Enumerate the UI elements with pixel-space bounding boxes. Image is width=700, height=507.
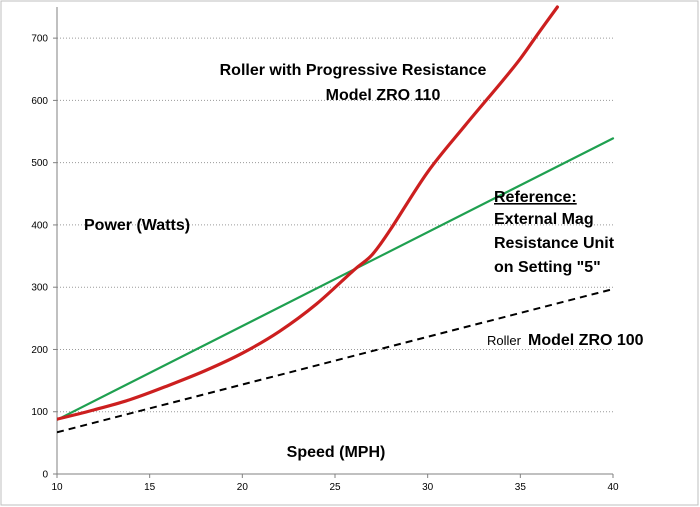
y-tick-label-500: 500 <box>31 158 48 169</box>
reference-label-line-3: Resistance Unit <box>494 235 615 252</box>
x-tick-label-25: 25 <box>329 482 341 493</box>
series-layer <box>57 5 615 434</box>
x-tick-label-20: 20 <box>237 482 249 493</box>
chart-subtitle: Model ZRO 110 <box>326 87 441 104</box>
axis-layer: 0 100 200 300 400 500 600 700 10 15 20 25 30 35 40 <box>31 7 619 493</box>
reference-label-line-4: on Setting "5" <box>494 259 601 276</box>
zro100-prefix-label: Roller <box>487 333 522 348</box>
x-tick-label-15: 15 <box>144 482 156 493</box>
x-axis-label: Speed (MPH) <box>287 444 386 461</box>
x-tick-label-40: 40 <box>607 482 619 493</box>
y-tick-label-700: 700 <box>31 34 48 45</box>
x-tick-label-10: 10 <box>51 482 63 493</box>
y-tick-label-0: 0 <box>42 470 48 481</box>
zro100-model-label: Model ZRO 100 <box>528 332 644 349</box>
y-axis-label: Power (Watts) <box>84 217 190 234</box>
reference-label-line-2: External Mag <box>494 211 594 228</box>
x-tick-label-30: 30 <box>422 482 434 493</box>
series-line-1 <box>57 137 615 421</box>
series-line-0 <box>57 5 559 421</box>
y-tick-label-100: 100 <box>31 407 48 418</box>
y-tick-label-600: 600 <box>31 96 48 107</box>
y-tick-label-400: 400 <box>31 220 48 231</box>
y-tick-label-300: 300 <box>31 283 48 294</box>
y-tick-label-200: 200 <box>31 345 48 356</box>
x-tick-label-35: 35 <box>515 482 527 493</box>
reference-label-line-1: Reference: <box>494 189 577 206</box>
chart-title: Roller with Progressive Resistance <box>220 62 487 79</box>
